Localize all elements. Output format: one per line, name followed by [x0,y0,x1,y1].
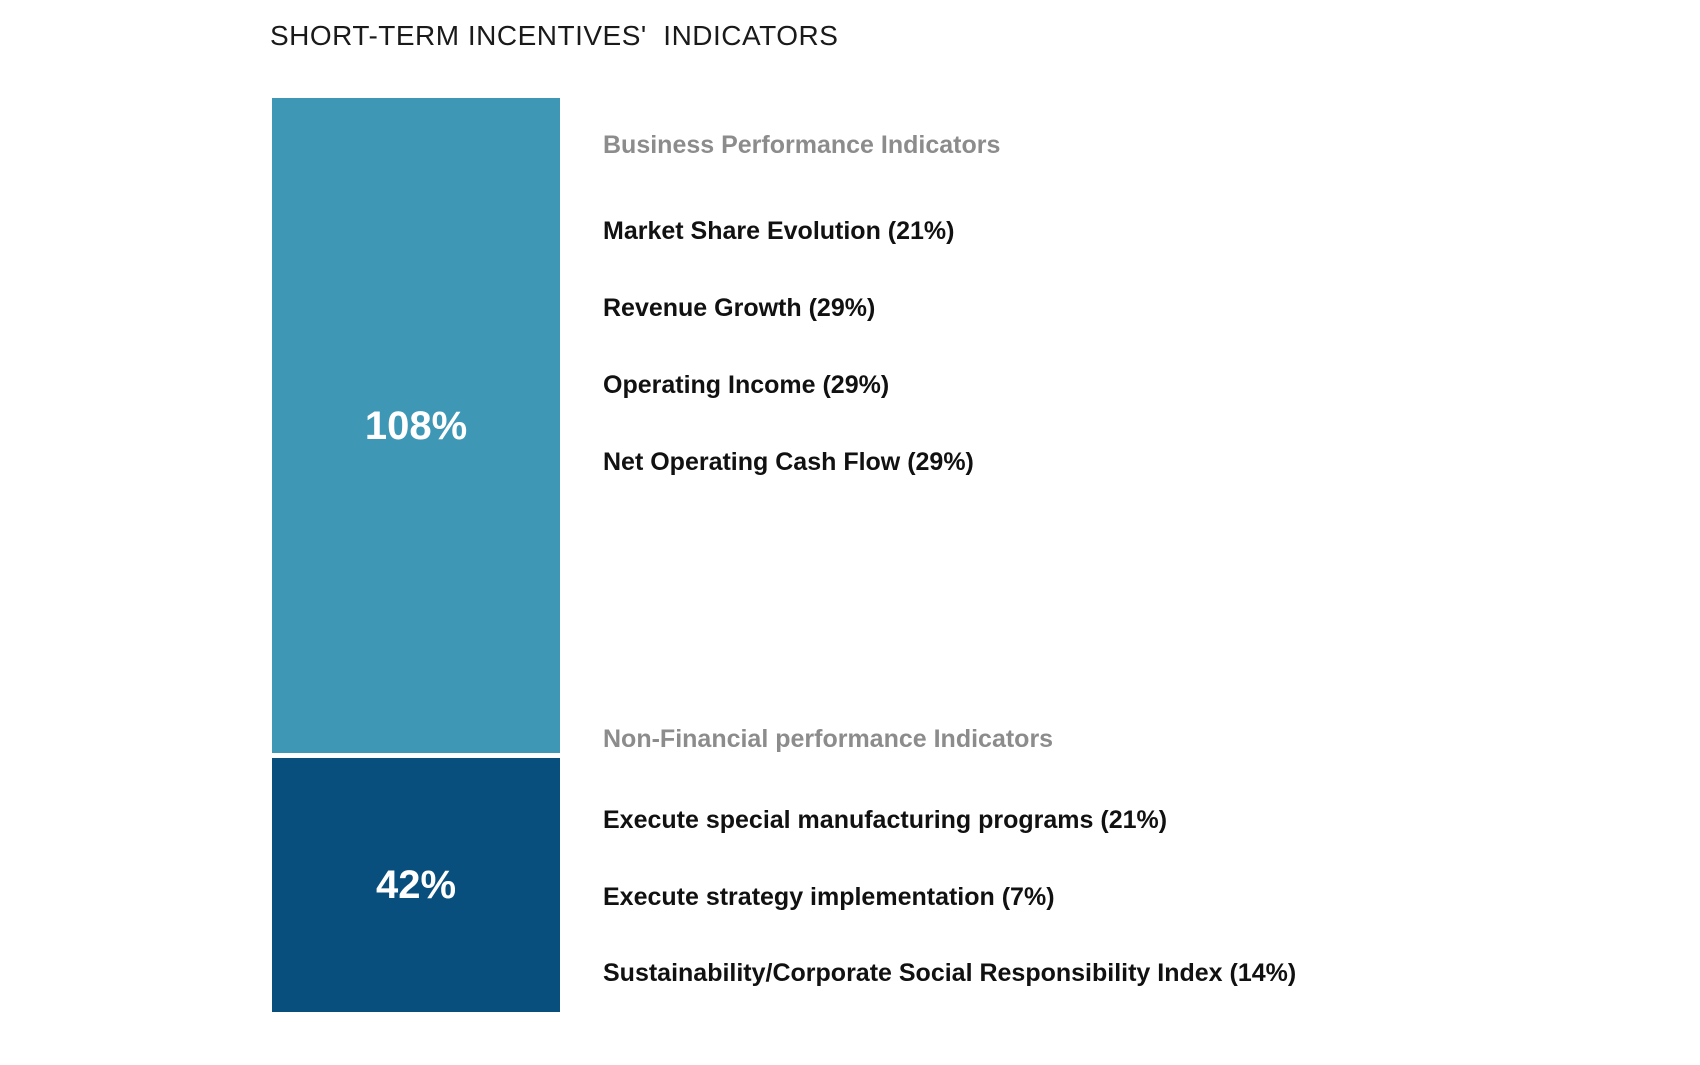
indicator-net-operating-cash-flow: Net Operating Cash Flow (29%) [603,448,974,476]
segment-divider [272,753,560,758]
group-header-business-performance: Business Performance Indicators [603,131,1001,159]
indicator-execute-strategy-implementation: Execute strategy implementation (7%) [603,883,1055,911]
chart-title: SHORT-TERM INCENTIVES' INDICATORS [270,20,839,51]
group-header-non-financial: Non-Financial performance Indicators [603,725,1054,753]
bar-segment-non-financial: 42% [272,758,560,1012]
indicator-execute-special-manufacturing-programs: Execute special manufacturing programs (… [603,806,1168,834]
segment-value-label-top: 108% [364,403,468,448]
stacked-bar: 108% 42% [272,98,560,1012]
indicator-market-share-evolution: Market Share Evolution (21%) [603,217,955,245]
indicator-operating-income: Operating Income (29%) [603,371,890,399]
bar-segment-business-performance: 108% [272,98,560,753]
indicator-sustainability-csr-index: Sustainability/Corporate Social Responsi… [603,959,1297,987]
indicator-revenue-growth: Revenue Growth (29%) [603,294,876,322]
segment-value-label-bottom: 42% [375,863,457,907]
